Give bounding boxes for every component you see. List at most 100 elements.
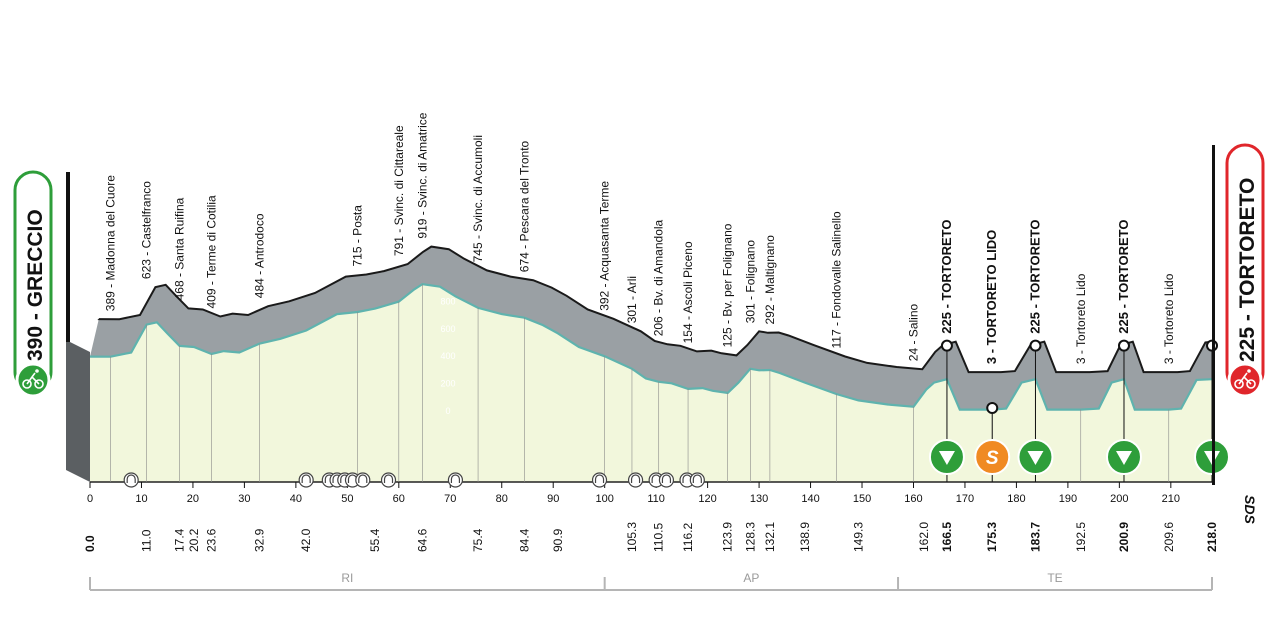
start-badge: 390 - GRECCIO bbox=[13, 170, 70, 398]
x-tick-label: 150 bbox=[853, 493, 871, 505]
km-label: 218.0 bbox=[1205, 522, 1219, 552]
waypoint-label: 225 - TORTORETO bbox=[1116, 220, 1131, 334]
km-label: 110.5 bbox=[652, 523, 666, 552]
sponsor-logo: SDS bbox=[1242, 495, 1258, 524]
altitude-tick-label: 600 bbox=[440, 324, 455, 334]
waypoint-label: 225 - TORTORETO bbox=[1028, 220, 1043, 334]
km-label: 200.9 bbox=[1117, 522, 1131, 552]
waypoint-label: 392 - Acquasanta Terme bbox=[598, 181, 612, 311]
distance-axis: 0 10 20 30 40 50 60 70 80 90 100 110 120 130 140 150 160… bbox=[87, 482, 1180, 505]
waypoint-label: 745 - Svinc. di Accumoli bbox=[471, 135, 485, 262]
waypoint-label: 3 - TORTORETO LIDO bbox=[984, 230, 999, 364]
x-tick-label: 80 bbox=[496, 493, 508, 505]
km-label: 0.0 bbox=[83, 535, 97, 552]
altitude-grid: 800 600 400 200 0 bbox=[440, 296, 455, 416]
sprint-marker-icon bbox=[974, 439, 1011, 475]
finish-label: 225 - TORTORETO bbox=[1236, 178, 1259, 362]
waypoint-label: 389 - Madonna del Cuore bbox=[104, 175, 118, 311]
km-label: 75.4 bbox=[471, 528, 485, 552]
triangle-down-icon bbox=[1115, 451, 1132, 465]
arch-icon bbox=[692, 474, 702, 483]
waypoint-label: 791 - Svinc. di Cittareale bbox=[392, 125, 406, 256]
km-label: 138.9 bbox=[798, 522, 812, 552]
x-tick-label: 70 bbox=[444, 493, 456, 505]
km-label: 42.0 bbox=[299, 528, 313, 552]
km-label: 166.5 bbox=[940, 522, 954, 552]
arch-icon bbox=[450, 474, 461, 483]
waypoint-label: 301 - Folignano bbox=[743, 240, 757, 324]
triangle-down-icon bbox=[938, 451, 955, 465]
waypoint-label: 301 - Arli bbox=[625, 276, 639, 323]
km-label: 132.1 bbox=[763, 522, 777, 552]
km-label: 175.3 bbox=[985, 522, 999, 552]
x-tick-label: 20 bbox=[187, 493, 199, 505]
profile-relief bbox=[90, 246, 1212, 410]
waypoint-label: 919 - Svinc. di Amatrice bbox=[416, 112, 430, 238]
finish-badge: 225 - TORTORETO bbox=[1212, 143, 1265, 485]
province-band: RI AP TE bbox=[89, 571, 1213, 591]
finish-markers: S bbox=[123, 339, 1230, 488]
x-tick-label: 0 bbox=[87, 493, 93, 505]
altitude-tick-label: 400 bbox=[440, 351, 455, 361]
km-label: 149.3 bbox=[851, 522, 865, 552]
x-tick-label: 210 bbox=[1162, 493, 1180, 505]
x-tick-label: 200 bbox=[1110, 493, 1128, 505]
km-label: 128.3 bbox=[743, 522, 757, 552]
profile-fill bbox=[90, 284, 1212, 482]
arch-icon bbox=[301, 474, 311, 483]
x-tick-label: 120 bbox=[698, 493, 716, 505]
km-label: 20.2 bbox=[187, 528, 201, 552]
altitude-tick-label: 800 bbox=[440, 296, 455, 306]
waypoint-label: 484 - Antrodoco bbox=[252, 213, 266, 298]
km-label: 84.4 bbox=[517, 528, 531, 552]
sprint-letter: S bbox=[986, 448, 999, 469]
waypoint-label: 154 - Ascoli Piceno bbox=[681, 241, 695, 343]
km-label: 90.9 bbox=[551, 528, 565, 552]
province-label: TE bbox=[1047, 571, 1062, 585]
x-tick-label: 60 bbox=[393, 493, 405, 505]
x-tick-label: 160 bbox=[904, 493, 922, 505]
waypoint-label: 292 - Maltignano bbox=[763, 235, 777, 325]
waypoint-label: 3 - Tortoreto Lido bbox=[1162, 273, 1176, 364]
altitude-tick-label: 200 bbox=[440, 379, 455, 389]
waypoint-label: 468 - Santa Ruifina bbox=[173, 197, 187, 300]
waypoint-label: 24 - Salino bbox=[907, 304, 921, 362]
climb-point bbox=[940, 339, 953, 352]
cyclist-icon bbox=[1234, 369, 1256, 389]
x-tick-label: 10 bbox=[135, 493, 147, 505]
waypoint-labels: 389 - Madonna del Cuore 623 - Castelfranc… bbox=[104, 112, 1176, 482]
km-label: 64.6 bbox=[416, 528, 430, 552]
km-labels: 0.0 11.0 17.4 20.2 23.6 32.9 42.0 55.4 64.6 75.4 8… bbox=[83, 522, 1219, 552]
x-tick-label: 170 bbox=[956, 493, 974, 505]
profile-area-layer bbox=[66, 245, 1213, 483]
x-tick-label: 130 bbox=[750, 493, 768, 505]
altitude-tick-label: 0 bbox=[445, 406, 450, 416]
x-tick-label: 50 bbox=[341, 493, 353, 505]
x-tick-label: 110 bbox=[647, 493, 665, 505]
climb-point bbox=[1029, 339, 1042, 352]
waypoint-label: 206 - Bv. di Amandola bbox=[652, 219, 666, 336]
km-label: 209.6 bbox=[1162, 522, 1176, 552]
km-label: 17.4 bbox=[173, 528, 187, 552]
km-label: 116.2 bbox=[681, 523, 695, 552]
km-label: 55.4 bbox=[368, 528, 382, 552]
km-label: 32.9 bbox=[252, 528, 266, 552]
waypoint-label: 715 - Posta bbox=[351, 205, 365, 267]
waypoint-label: 674 - Pescara del Tronto bbox=[517, 140, 531, 272]
x-tick-label: 30 bbox=[238, 493, 250, 505]
km-label: 11.0 bbox=[140, 529, 154, 552]
x-tick-label: 190 bbox=[1059, 493, 1077, 505]
arch-icon bbox=[126, 474, 136, 483]
waypoint-label: 409 - Terme di Cotilia bbox=[205, 195, 219, 308]
arch-icon bbox=[383, 474, 394, 483]
waypoint-label: 3 - Tortoreto Lido bbox=[1074, 273, 1088, 364]
waypoint-label: 225 - TORTORETO bbox=[939, 220, 954, 334]
arch-icon bbox=[594, 474, 605, 483]
km-label: 192.5 bbox=[1074, 522, 1088, 552]
arch-icon bbox=[358, 474, 368, 483]
km-label: 23.6 bbox=[205, 528, 219, 552]
climb-point bbox=[1117, 339, 1130, 352]
arch-icon bbox=[661, 474, 672, 483]
x-tick-label: 180 bbox=[1007, 493, 1025, 505]
